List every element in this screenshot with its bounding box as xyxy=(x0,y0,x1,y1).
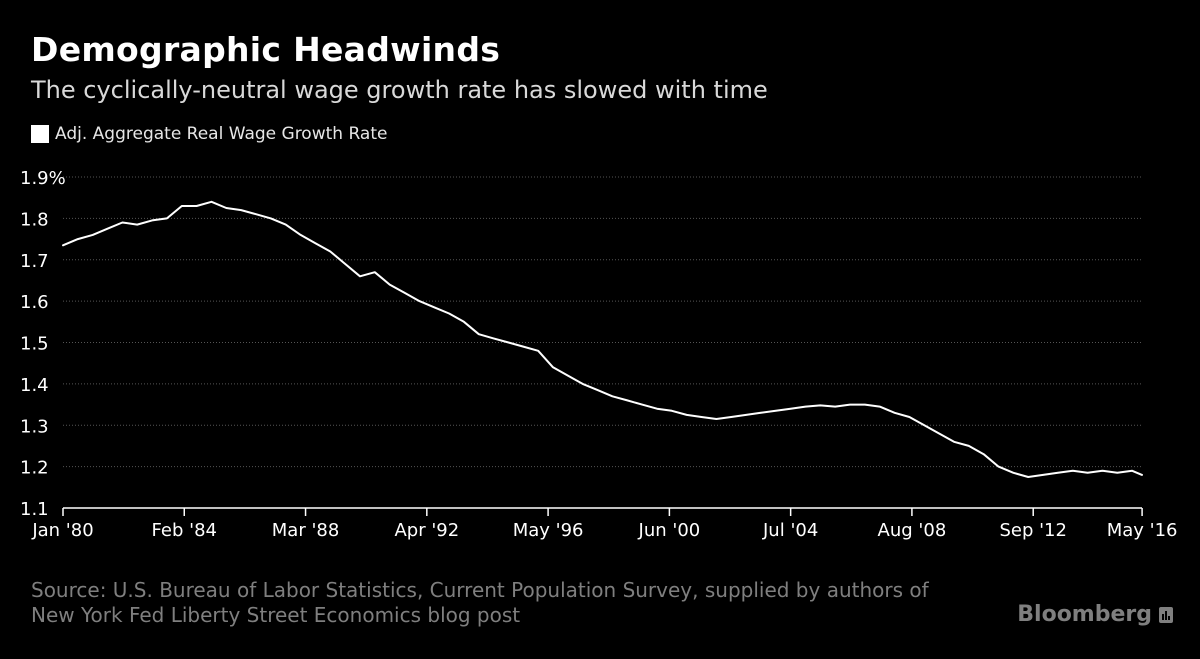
x-tick-label: Aug '08 xyxy=(878,520,947,541)
x-tick-label: May '16 xyxy=(1107,520,1178,541)
y-tick-label: 1.7 xyxy=(20,251,49,272)
x-tick-label: May '96 xyxy=(513,520,584,541)
x-tick-label: Mar '88 xyxy=(272,520,340,541)
legend: Adj. Aggregate Real Wage Growth Rate xyxy=(31,124,387,144)
x-tick-label: Feb '84 xyxy=(152,520,217,541)
x-tick-label: Jul '04 xyxy=(762,520,818,541)
chart-title: Demographic Headwinds xyxy=(31,30,501,69)
x-tick-label: Sep '12 xyxy=(999,520,1067,541)
y-tick-label: 1.2 xyxy=(20,458,49,479)
x-tick-label: Apr '92 xyxy=(394,520,459,541)
chart-subtitle: The cyclically-neutral wage growth rate … xyxy=(31,76,768,104)
y-tick-label: 1.9% xyxy=(20,168,66,189)
series-line xyxy=(62,200,1143,478)
source-line-1: Source: U.S. Bureau of Labor Statistics,… xyxy=(31,578,929,602)
y-tick-label: 1.3 xyxy=(20,416,49,437)
source-line-2: New York Fed Liberty Street Economics bl… xyxy=(31,603,521,627)
bloomberg-bars-icon xyxy=(1159,606,1173,623)
x-tick-label: Jan '80 xyxy=(31,520,93,541)
x-tick-label: Jun '00 xyxy=(638,520,701,541)
brand-logo: Bloomberg xyxy=(1017,602,1174,627)
legend-label: Adj. Aggregate Real Wage Growth Rate xyxy=(55,124,388,144)
brand-name: Bloomberg xyxy=(1017,602,1152,627)
legend-swatch xyxy=(31,125,49,143)
y-tick-label: 1.6 xyxy=(20,292,49,313)
y-tick-label: 1.1 xyxy=(20,499,49,520)
y-tick-label: 1.8 xyxy=(20,209,49,230)
y-tick-label: 1.5 xyxy=(20,334,49,355)
y-tick-label: 1.4 xyxy=(20,375,49,396)
source-note: Source: U.S. Bureau of Labor Statistics,… xyxy=(31,578,991,628)
